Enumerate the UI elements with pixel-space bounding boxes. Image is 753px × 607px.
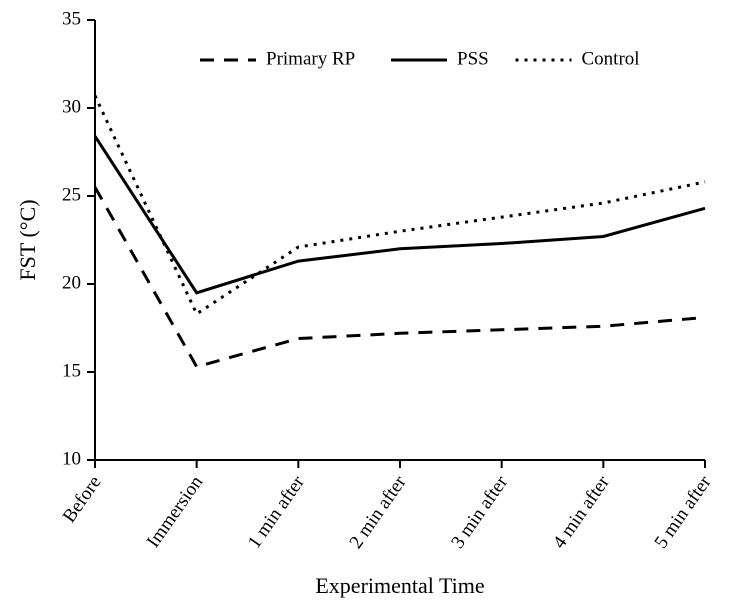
x-tick-label: 5 min after	[651, 472, 716, 553]
x-tick-label: Immersion	[143, 472, 208, 552]
x-tick-label: 4 min after	[549, 472, 614, 553]
x-tick-label: 2 min after	[346, 472, 411, 553]
x-tick-label: 3 min after	[447, 472, 512, 553]
y-tick-label: 25	[62, 184, 81, 205]
legend-label: PSS	[457, 48, 489, 69]
legend-label: Control	[582, 48, 640, 69]
x-axis-title: Experimental Time	[315, 573, 484, 598]
series-control	[95, 96, 705, 314]
legend-label: Primary RP	[266, 48, 355, 69]
fst-chart: 10 15 20 25 30 35 Before Immersion 1 min after 2 …	[0, 0, 753, 607]
x-tick-label: 1 min after	[244, 472, 309, 553]
y-tick-label: 30	[62, 96, 81, 117]
y-tick-label: 20	[62, 272, 81, 293]
y-tick-label: 10	[62, 448, 81, 469]
y-tick-label: 35	[62, 8, 81, 29]
series-pss	[95, 136, 705, 293]
chart-svg: 10 15 20 25 30 35 Before Immersion 1 min after 2 …	[0, 0, 753, 607]
y-axis-title: FST (°C)	[15, 199, 40, 280]
y-tick-label: 15	[62, 360, 81, 381]
x-tick-label: Before	[59, 472, 106, 526]
